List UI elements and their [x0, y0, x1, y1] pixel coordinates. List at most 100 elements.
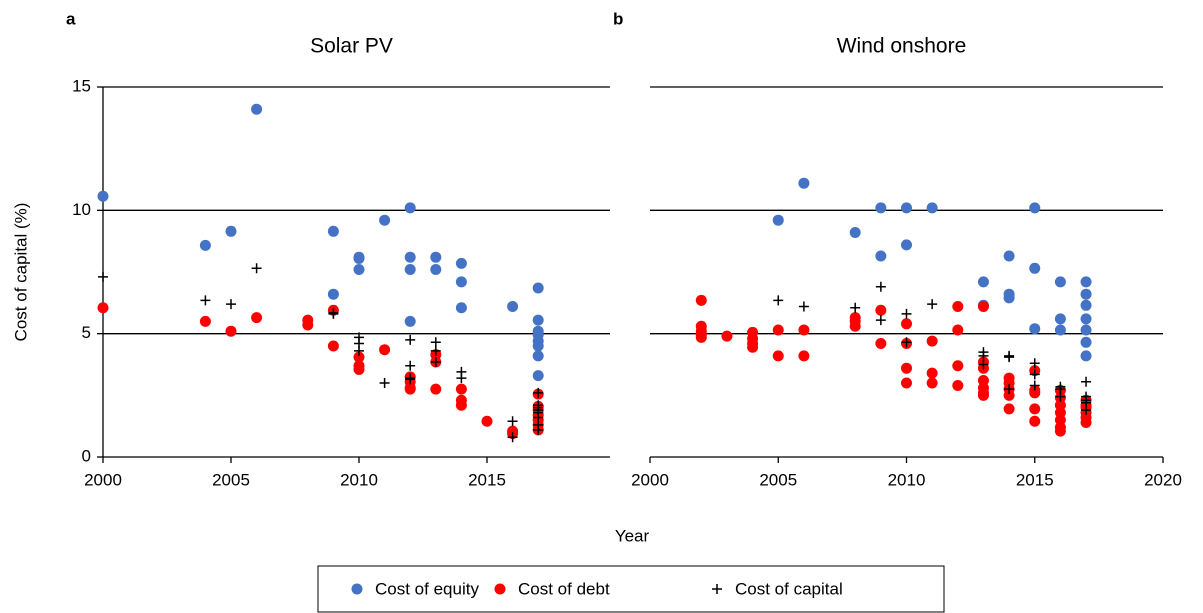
scatter-point [1054, 324, 1066, 336]
scatter-point [772, 214, 784, 226]
x-tick-label: 2010 [340, 470, 378, 489]
scatter-point [798, 350, 810, 362]
scatter-point [405, 334, 416, 345]
scatter-point [1054, 313, 1066, 325]
scatter-point [97, 190, 109, 202]
scatter-point [1029, 262, 1041, 274]
scatter-point [1080, 416, 1092, 428]
scatter-point [1081, 376, 1092, 387]
scatter-point [977, 389, 989, 401]
scatter-point [225, 325, 237, 337]
scatter-point [430, 357, 441, 368]
scatter-point [926, 335, 938, 347]
y-tick-label: 15 [72, 76, 91, 95]
x-tick-label: 2005 [212, 470, 250, 489]
legend-label: Cost of capital [735, 579, 843, 598]
scatter-point [1080, 324, 1092, 336]
scatter-point [875, 202, 887, 214]
scatter-point [1080, 276, 1092, 288]
scatter-point [1029, 202, 1041, 214]
x-tick-label: 2010 [888, 470, 926, 489]
scatter-point [1003, 292, 1015, 304]
scatter-point [430, 251, 442, 263]
x-tick-label: 2015 [1016, 470, 1054, 489]
scatter-point [901, 377, 912, 389]
scatter-point [1004, 352, 1015, 363]
scatter-point [405, 360, 416, 371]
x-tick-label: 2000 [84, 470, 122, 489]
scatter-point [481, 415, 493, 427]
scatter-point [1029, 369, 1040, 380]
scatter-point [849, 320, 861, 332]
legend-marker [712, 584, 722, 594]
scatter-point [404, 383, 416, 395]
scatter-point [1004, 384, 1015, 395]
scatter-point [379, 214, 391, 226]
scatter-point [1029, 380, 1040, 391]
scatter-point [327, 340, 339, 352]
scatter-point [952, 360, 964, 372]
scatter-point [1081, 405, 1092, 416]
scatter-point [379, 378, 390, 388]
x-tick-label: 2005 [759, 470, 797, 489]
panel-label: a [66, 9, 76, 28]
scatter-point [695, 331, 707, 343]
scatter-point [302, 319, 314, 331]
scatter-point [850, 302, 861, 313]
scatter-point [1080, 313, 1092, 325]
scatter-point [251, 312, 263, 324]
scatter-point [533, 387, 544, 398]
scatter-point [225, 225, 237, 237]
scatter-point [1029, 358, 1040, 369]
chart-title: Wind onshore [837, 35, 967, 58]
scatter-point [773, 295, 784, 306]
x-axis-label: Year [615, 526, 650, 545]
scatter-point [327, 225, 339, 237]
scatter-point [199, 239, 211, 251]
y-tick-label: 10 [72, 200, 91, 219]
scatter-point [926, 202, 938, 214]
scatter-point [430, 383, 442, 395]
scatter-point [328, 308, 339, 319]
scatter-point [404, 202, 416, 214]
scatter-point [532, 282, 544, 294]
scatter-point [354, 345, 364, 356]
scatter-point [1029, 415, 1041, 427]
scatter-point [901, 239, 912, 251]
scatter-point [455, 399, 467, 411]
scatter-point [798, 177, 810, 189]
legend-label: Cost of debt [518, 579, 610, 598]
scatter-point [1055, 391, 1066, 402]
scatter-point [772, 350, 784, 362]
scatter-point [798, 301, 809, 312]
scatter-point [405, 374, 416, 385]
scatter-point [507, 432, 518, 443]
x-tick-label: 2020 [1144, 470, 1182, 489]
scatter-point [849, 227, 861, 239]
scatter-point [875, 338, 887, 350]
scatter-point [353, 351, 365, 363]
scatter-point [1080, 350, 1092, 362]
scatter-point [404, 251, 416, 263]
legend-label: Cost of equity [375, 579, 479, 598]
x-tick-label: 2000 [631, 470, 669, 489]
panel-label: b [613, 9, 623, 28]
scatter-point [1080, 288, 1092, 300]
scatter-point [926, 367, 938, 379]
scatter-point [353, 252, 365, 264]
scatter-point [952, 379, 964, 391]
scatter-point [430, 337, 441, 348]
scatter-point [952, 324, 964, 336]
y-axis-label: Cost of capital (%) [11, 203, 30, 342]
scatter-point [1029, 387, 1041, 399]
scatter-point [875, 281, 886, 292]
x-tick-label: 2015 [468, 470, 506, 489]
scatter-point [199, 315, 211, 327]
scatter-point [901, 318, 912, 330]
scatter-point [1003, 389, 1015, 401]
scatter-point [532, 340, 544, 352]
scatter-point [1003, 403, 1015, 415]
scatter-point [379, 344, 391, 356]
scatter-point [695, 294, 707, 306]
